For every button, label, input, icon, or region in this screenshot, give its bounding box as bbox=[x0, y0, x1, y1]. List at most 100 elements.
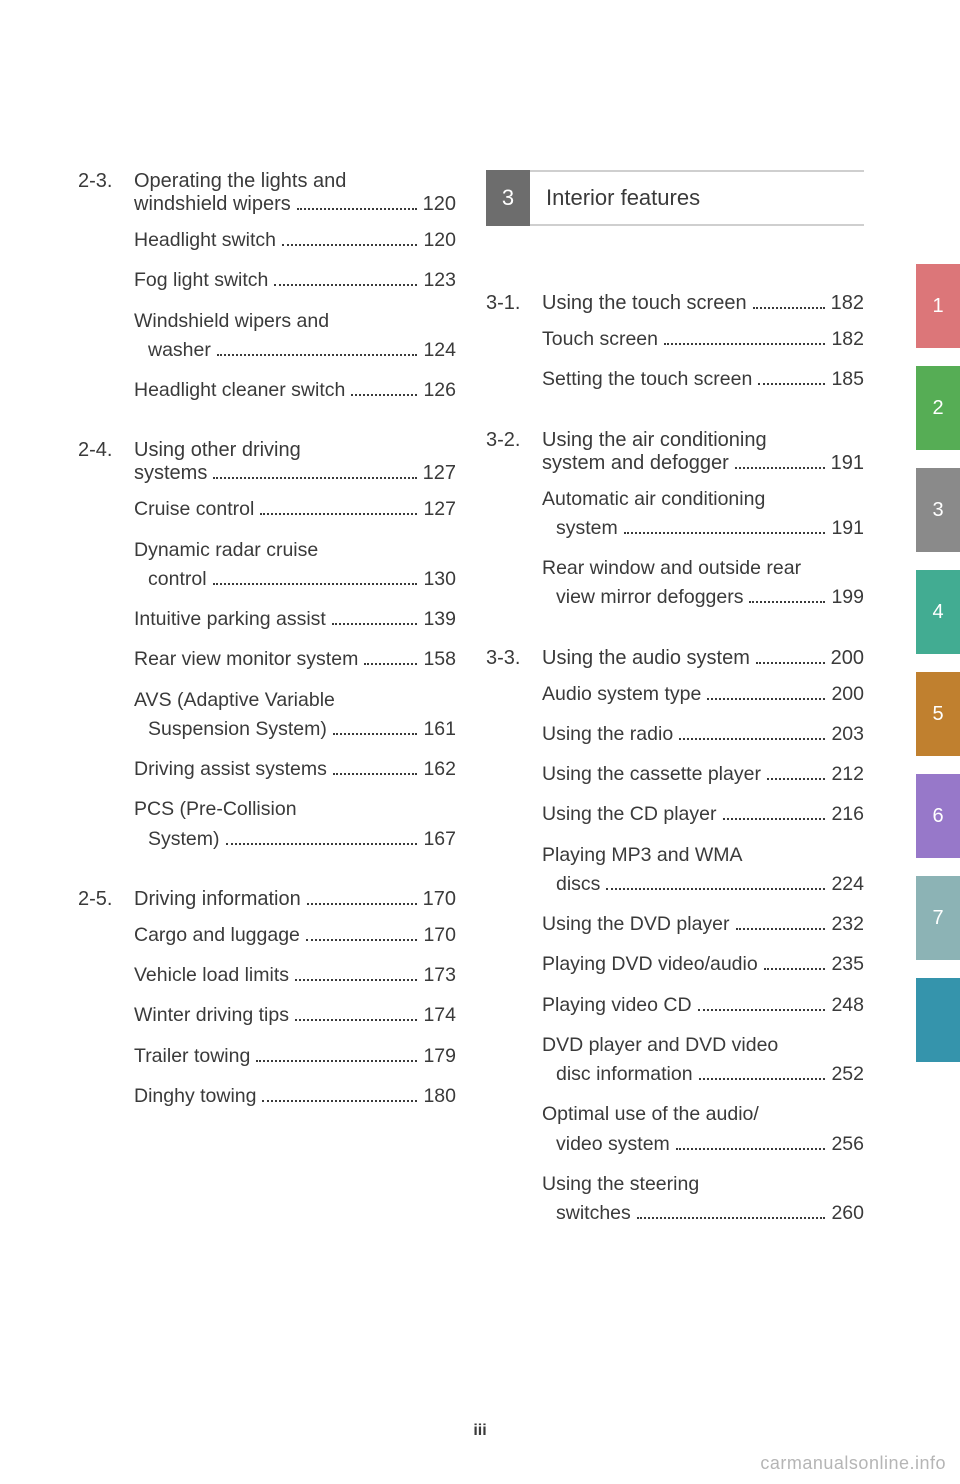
toc-entry-page: 191 bbox=[831, 514, 864, 543]
page-content: 2-3.Operating the lights andwindshield w… bbox=[78, 170, 864, 1370]
leader-dots bbox=[351, 394, 417, 396]
toc-entry-text: switches bbox=[542, 1199, 631, 1228]
toc-entry: Fog light switch 123 bbox=[134, 266, 456, 295]
toc-entry-text: Playing video CD bbox=[542, 991, 692, 1020]
side-tab[interactable]: 3 bbox=[916, 468, 960, 552]
toc-entry-page: 170 bbox=[423, 921, 456, 950]
leader-dots bbox=[213, 583, 418, 585]
toc-group-page: 200 bbox=[831, 647, 864, 670]
leader-dots bbox=[260, 513, 417, 515]
toc-group-number: 2-4. bbox=[78, 439, 134, 485]
toc-entry: Cruise control127 bbox=[134, 495, 456, 524]
leader-dots bbox=[332, 623, 418, 625]
toc-entry-text: Optimal use of the audio/ bbox=[542, 1100, 759, 1129]
toc-entry-page: 124 bbox=[423, 336, 456, 365]
toc-entry: Headlight cleaner switch126 bbox=[134, 376, 456, 405]
leader-dots bbox=[297, 208, 417, 210]
toc-entry-page: 130 bbox=[423, 565, 456, 594]
leader-dots bbox=[262, 1100, 417, 1102]
leader-dots bbox=[637, 1217, 826, 1219]
toc-entry-page: 180 bbox=[423, 1082, 456, 1111]
leader-dots bbox=[753, 307, 825, 309]
toc-entry-text: disc information bbox=[542, 1060, 693, 1089]
side-tab[interactable]: 7 bbox=[916, 876, 960, 960]
leader-dots bbox=[274, 284, 417, 286]
toc-group: 3-1.Using the touch screen182Touch scree… bbox=[486, 292, 864, 395]
leader-dots bbox=[295, 979, 417, 981]
toc-entry: Rear window and outside rearview mirror … bbox=[542, 554, 864, 613]
toc-group-heading: 2-3.Operating the lights andwindshield w… bbox=[78, 170, 456, 216]
toc-entry-text: System) bbox=[134, 825, 220, 854]
leader-dots bbox=[364, 663, 417, 665]
toc-entry: DVD player and DVD videodisc information… bbox=[542, 1031, 864, 1090]
toc-entry-page: 216 bbox=[831, 800, 864, 829]
toc-entry-text: Using the radio bbox=[542, 720, 673, 749]
toc-entry-page: 158 bbox=[423, 645, 456, 674]
toc-entry-text: Cruise control bbox=[134, 495, 254, 524]
side-tab[interactable]: 1 bbox=[916, 264, 960, 348]
side-tab[interactable]: 6 bbox=[916, 774, 960, 858]
toc-entry: Automatic air conditioningsystem191 bbox=[542, 485, 864, 544]
toc-entry-text: Using the steering bbox=[542, 1170, 699, 1199]
toc-entry: Using the steeringswitches 260 bbox=[542, 1170, 864, 1229]
side-tab[interactable] bbox=[916, 978, 960, 1062]
toc-entry-text: video system bbox=[542, 1130, 670, 1159]
toc-entry-page: 252 bbox=[831, 1060, 864, 1089]
toc-entry-page: 120 bbox=[423, 226, 456, 255]
toc-entry-page: 212 bbox=[831, 760, 864, 789]
toc-entry-text: Automatic air conditioning bbox=[542, 485, 765, 514]
side-tabs: 1 2 3 4 5 6 7 bbox=[916, 264, 960, 1062]
toc-entry-text: DVD player and DVD video bbox=[542, 1031, 778, 1060]
toc-entry: Dynamic radar cruisecontrol130 bbox=[134, 536, 456, 595]
toc-entry-text: Cargo and luggage bbox=[134, 921, 300, 950]
toc-entry-text: washer bbox=[134, 336, 211, 365]
side-tab[interactable]: 2 bbox=[916, 366, 960, 450]
toc-entry: Touch screen182 bbox=[542, 325, 864, 354]
toc-group-title-text: Using other driving bbox=[134, 439, 301, 462]
toc-entry-page: 126 bbox=[423, 376, 456, 405]
toc-entry-text: Dinghy towing bbox=[134, 1082, 256, 1111]
toc-entry-text: Touch screen bbox=[542, 325, 658, 354]
leader-dots bbox=[707, 698, 825, 700]
toc-entry: Playing video CD248 bbox=[542, 991, 864, 1020]
leader-dots bbox=[295, 1019, 417, 1021]
leader-dots bbox=[333, 773, 418, 775]
toc-entry-page: 200 bbox=[831, 680, 864, 709]
toc-entry: Windshield wipers andwasher 124 bbox=[134, 307, 456, 366]
leader-dots bbox=[306, 939, 418, 941]
toc-entry-text: view mirror defoggers bbox=[542, 583, 743, 612]
toc-entry-page: 174 bbox=[423, 1001, 456, 1030]
toc-entry-page: 203 bbox=[831, 720, 864, 749]
toc-entry-page: 123 bbox=[423, 266, 456, 295]
leader-dots bbox=[767, 778, 826, 780]
leader-dots bbox=[256, 1060, 417, 1062]
toc-entry-text: Driving assist systems bbox=[134, 755, 327, 784]
toc-entry-text: Windshield wipers and bbox=[134, 307, 329, 336]
leader-dots bbox=[758, 383, 825, 385]
toc-entry-page: 167 bbox=[423, 825, 456, 854]
side-tab[interactable]: 4 bbox=[916, 570, 960, 654]
side-tab[interactable]: 5 bbox=[916, 672, 960, 756]
toc-group-title-text: Using the touch screen bbox=[542, 292, 747, 315]
toc-group-heading: 2-4.Using other drivingsystems127 bbox=[78, 439, 456, 485]
toc-group-page: 120 bbox=[423, 193, 456, 216]
toc-group: 2-4.Using other drivingsystems127 Cruise … bbox=[78, 439, 456, 854]
toc-group-number: 2-5. bbox=[78, 888, 134, 911]
toc-group-title-text: systems bbox=[134, 462, 207, 485]
leader-dots bbox=[676, 1148, 826, 1150]
leader-dots bbox=[217, 354, 418, 356]
toc-entry-text: Using the DVD player bbox=[542, 910, 730, 939]
toc-entry-text: Headlight switch bbox=[134, 226, 276, 255]
toc-entry-page: 173 bbox=[423, 961, 456, 990]
toc-entry-page: 256 bbox=[831, 1130, 864, 1159]
watermark: carmanualsonline.info bbox=[760, 1453, 946, 1474]
toc-entry-page: 161 bbox=[423, 715, 456, 744]
toc-group-title-text: system and defogger bbox=[542, 452, 729, 475]
toc-entry-text: discs bbox=[542, 870, 600, 899]
toc-entry-text: Fog light switch bbox=[134, 266, 268, 295]
toc-group: 2-5.Driving information170Cargo and lugg… bbox=[78, 888, 456, 1111]
toc-entry-text: Winter driving tips bbox=[134, 1001, 289, 1030]
toc-entry-page: 199 bbox=[831, 583, 864, 612]
leader-dots bbox=[749, 601, 825, 603]
toc-entry-page: 260 bbox=[831, 1199, 864, 1228]
